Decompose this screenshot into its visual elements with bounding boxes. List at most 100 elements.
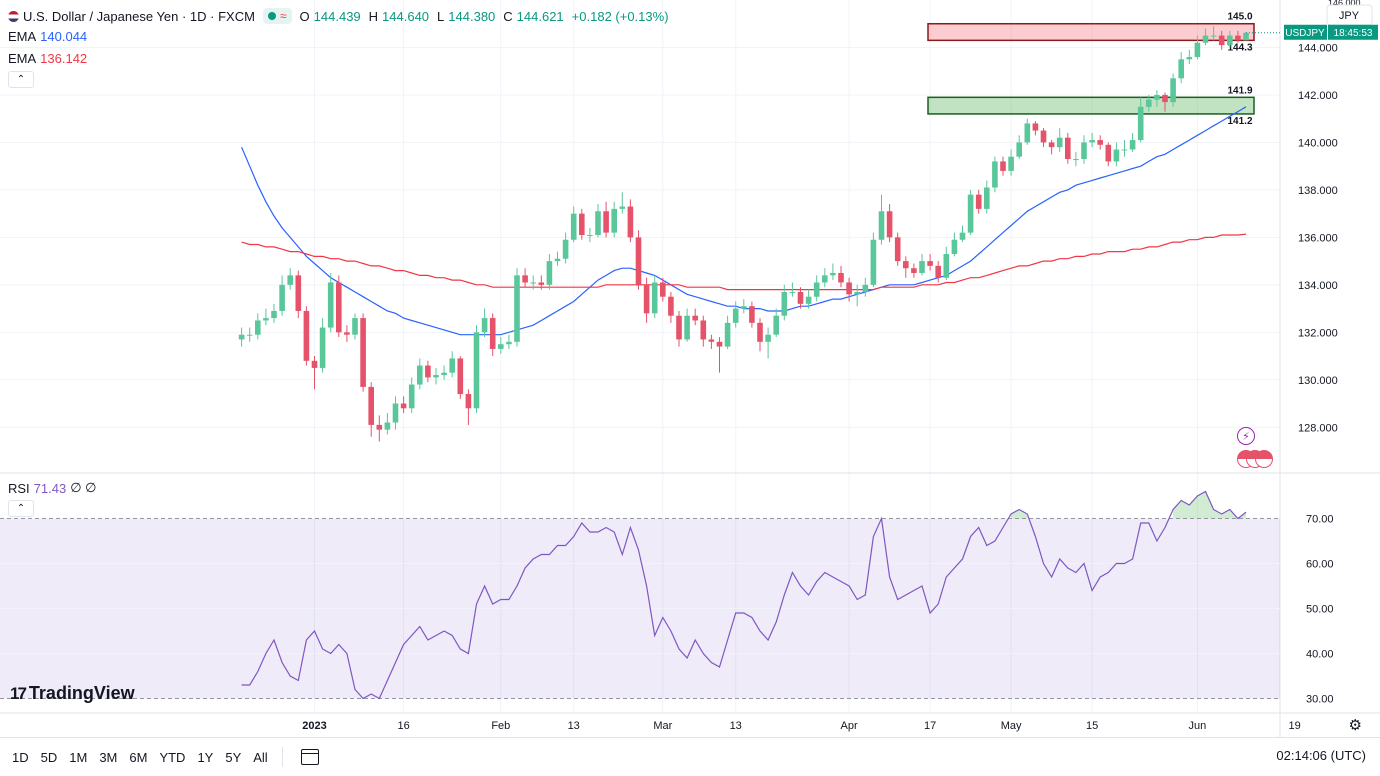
timeframe-1d[interactable]: 1D [12, 749, 29, 765]
candle-body [781, 291, 788, 316]
candle-body [1210, 35, 1217, 37]
rsi-legend[interactable]: RSI 71.43 ∅ ∅ [8, 480, 96, 496]
support-upper-label: 141.9 [1227, 85, 1252, 96]
wave-icon: ≈ [279, 9, 287, 23]
collapse-legend-button[interactable]: ⌃ [8, 71, 34, 88]
candle-body [830, 272, 836, 276]
ohlc-open-label: O [299, 8, 310, 24]
time-tick-label: 2023 [302, 720, 326, 732]
ohlc-high-value: 144.640 [382, 8, 430, 24]
candle-body [1227, 35, 1233, 46]
symbol-tag [1284, 24, 1327, 40]
bottom-toolbar: 1D 5D 1M 3M 6M YTD 1Y 5Y All 02:14:06 (U… [0, 737, 1380, 776]
candle-body [425, 365, 431, 378]
candle-body [279, 284, 285, 311]
candle-body [263, 318, 269, 321]
timeframe-5d[interactable]: 5D [40, 749, 58, 765]
candle-body [660, 282, 666, 297]
ema-fast-legend[interactable]: EMA 140.044 [8, 29, 87, 44]
candle-body [579, 213, 585, 235]
price-countdown-tag [1328, 24, 1378, 40]
timeframe-all[interactable]: All [253, 749, 268, 765]
collapse-rsi-button[interactable]: ⌃ [8, 500, 34, 517]
candle-body [765, 334, 771, 342]
axes: 128.000 130.000 132.000 134.000 136.000 138.0… [302, 0, 1378, 732]
rsi-overbought-fill [1011, 509, 1028, 519]
candle-body [400, 403, 407, 409]
candle-body [1178, 59, 1184, 79]
candle-body [1000, 161, 1006, 171]
resistance-lower-label: 144.3 [1227, 42, 1252, 53]
candle-body [1089, 140, 1095, 143]
price-tick-label: 144.000 [1298, 42, 1338, 54]
candle-body [789, 291, 796, 293]
timeframe-ytd[interactable]: YTD [159, 749, 186, 765]
candle-body [538, 282, 545, 285]
candle-body [595, 211, 601, 235]
candle-body [546, 261, 553, 285]
candle-body [303, 310, 310, 361]
candle-body [562, 239, 569, 259]
timeframe-1m[interactable]: 1M [69, 749, 88, 765]
time-tick-label: 13 [730, 720, 742, 732]
candle-body [1243, 32, 1249, 41]
candle-body [708, 339, 715, 342]
candle-body [1097, 140, 1103, 145]
candle-body [627, 206, 634, 238]
price-tick-label: 132.000 [1298, 327, 1338, 339]
rsi-tick-label: 30.00 [1306, 694, 1334, 706]
timeframe-3m[interactable]: 3M [99, 749, 118, 765]
time-tick-label: 17 [924, 720, 936, 732]
rsi-extra: ∅ ∅ [70, 480, 97, 495]
resistance-upper-label: 145.0 [1227, 12, 1252, 23]
candle-body [246, 334, 253, 336]
candle-body [1032, 123, 1039, 131]
price-tick-label: 140.000 [1298, 137, 1338, 149]
chevron-up-icon: ⌃ [16, 503, 26, 514]
rsi-pane [0, 490, 1280, 700]
time-tick-label: Jun [1189, 720, 1207, 732]
candle-body [360, 318, 366, 387]
candle-body [433, 375, 439, 378]
rsi-tick-label: 40.00 [1306, 649, 1334, 661]
calendar-goto-icon[interactable] [300, 749, 319, 765]
timeframe-6m[interactable]: 6M [129, 749, 148, 765]
candle-body [1073, 159, 1079, 161]
candle-body [514, 275, 520, 342]
candle-body [352, 318, 358, 335]
currency-label: JPY [1339, 10, 1360, 22]
candle-body [1146, 99, 1152, 107]
candle-body [846, 282, 852, 295]
candle-body [238, 334, 245, 340]
chevron-up-icon: ⌃ [16, 74, 26, 85]
lightning-event-icon[interactable]: ⚡ [1237, 427, 1255, 445]
candle-body [732, 308, 739, 323]
rsi-label: RSI [8, 480, 30, 496]
timeframe-1y[interactable]: 1Y [197, 749, 214, 765]
candle-body [692, 315, 698, 321]
candle-body [327, 282, 334, 328]
support-lower-label: 141.2 [1227, 116, 1252, 127]
candle-body [741, 306, 747, 309]
candle-body [457, 358, 464, 395]
candle-body [1170, 78, 1176, 103]
chart-canvas[interactable]: 145.0 144.3 141.9 141.2 128.000 130.000 132.0… [0, 0, 1380, 737]
candle-body [392, 403, 399, 423]
tradingview-logo[interactable]: 17 TradingView [10, 683, 135, 704]
utc-clock[interactable]: 02:14:06 (UTC) [1276, 748, 1366, 763]
candle-body [1065, 137, 1071, 160]
candle-body [1056, 137, 1063, 148]
timeframe-5y[interactable]: 5Y [225, 749, 242, 765]
candles [238, 26, 1249, 442]
candle-body [465, 394, 472, 409]
candle-body [684, 315, 690, 340]
us-economic-events-icon[interactable] [1255, 450, 1273, 468]
candle-body [749, 306, 755, 323]
grid [0, 0, 1380, 737]
candle-body [376, 424, 383, 430]
ema-slow-legend[interactable]: EMA 136.142 [8, 51, 87, 66]
candle-body [287, 275, 293, 285]
gear-icon[interactable]: ⚙ [1348, 717, 1362, 734]
price-change: +0.182 (+0.13%) [571, 8, 669, 24]
market-status-pill[interactable]: ≈ [262, 8, 292, 24]
